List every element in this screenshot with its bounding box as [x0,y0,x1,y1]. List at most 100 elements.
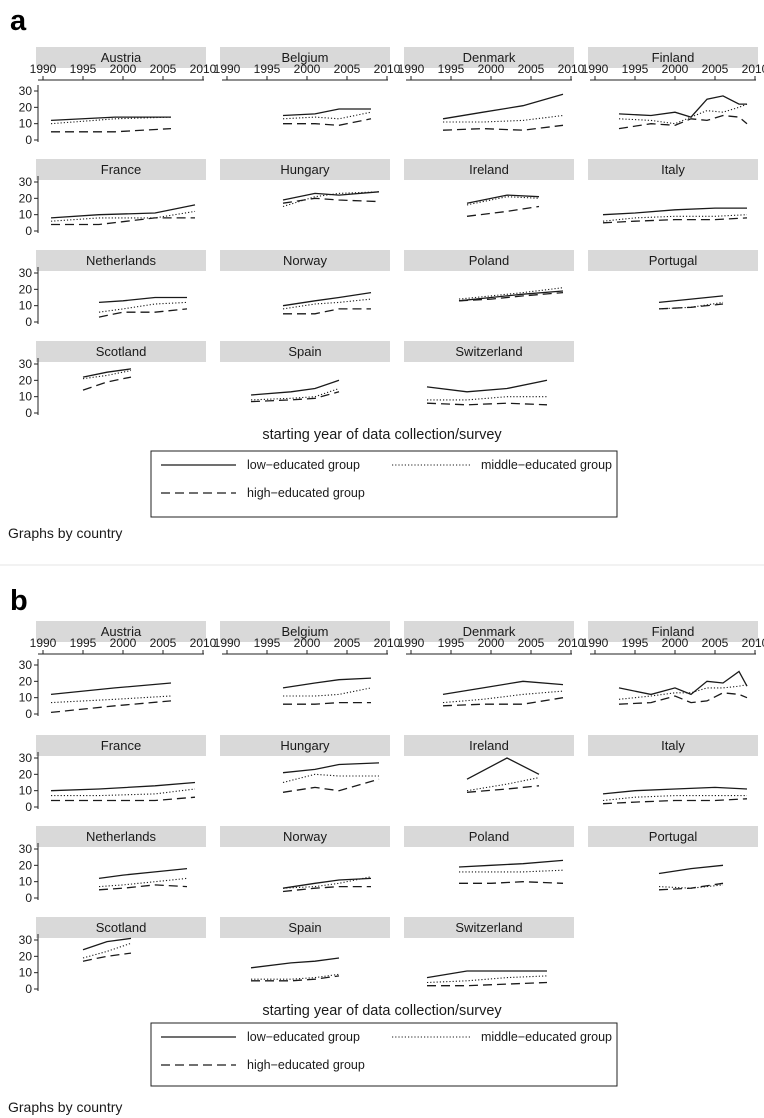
series-low-educated [50,781,196,792]
facet-header [588,826,758,847]
panel-label: b [10,585,28,617]
facet-ireland: Ireland [404,159,574,217]
series-mid-educated [50,695,172,704]
facet-header [36,826,206,847]
series-high-educated [51,217,195,226]
y-tick-label: 20 [19,191,33,205]
series-high-educated [466,785,540,793]
series-low-educated [50,116,171,122]
series-low-educated [658,864,724,875]
facet-italy: Italy [588,735,758,805]
facet-header [220,826,390,847]
facet-netherlands: Netherlands 0 10 20 30 [19,250,206,329]
series-mid-educated [282,111,372,120]
facet-title: Netherlands [86,829,157,844]
facet-title: France [101,162,141,177]
y-tick-label: 20 [19,767,33,781]
series-high-educated [98,308,188,318]
series-high-educated [442,697,564,707]
facet-switzerland: Switzerland [404,917,574,987]
facet-norway: Norway [220,826,390,893]
facet-title: Portugal [649,253,698,268]
facet-header [36,621,206,642]
x-tick-label: 1990 [214,636,241,650]
facet-title: Switzerland [455,920,522,935]
facet-header [404,47,574,68]
facet-france: France 0 10 20 30 [19,735,206,814]
x-tick-label: 1995 [70,636,97,650]
x-tick-label: 1990 [398,62,425,76]
series-high-educated [459,881,564,884]
facet-title: Portugal [649,829,698,844]
x-tick-label: 2000 [478,62,505,76]
facet-norway: Norway [220,250,390,315]
facet-header [404,341,574,362]
facet-denmark: Denmark 1990 1995 2000 2005 2010 [398,621,585,707]
series-low-educated [98,296,187,304]
facet-title: Poland [469,253,509,268]
series-low-educated [426,379,548,393]
y-tick-label: 0 [25,707,32,721]
facet-header [220,917,390,938]
series-high-educated [51,127,172,133]
series-high-educated [283,701,371,705]
facet-title: Finland [652,50,695,65]
facet-title: Italy [661,738,685,753]
facet-portugal: Portugal [588,826,758,891]
y-tick-label: 0 [25,224,32,238]
y-tick-label: 10 [19,208,33,222]
facet-austria: Austria 1990 1995 2000 2005 2010 0 10 20 30 [19,621,217,721]
x-tick-label: 1995 [438,636,465,650]
series-mid-educated [283,687,372,697]
facet-switzerland: Switzerland [404,341,574,406]
series-low-educated [250,957,340,969]
graphs-note: Graphs by country [8,1099,122,1115]
series-high-educated [658,303,724,310]
series-mid-educated [458,287,564,300]
x-tick-label: 2010 [558,636,585,650]
series-low-educated [282,677,372,689]
facet-header [404,250,574,271]
x-tick-label: 1995 [438,62,465,76]
series-high-educated [282,778,380,793]
x-tick-label: 2000 [110,636,137,650]
y-tick-label: 30 [19,658,33,672]
y-tick-label: 20 [19,949,33,963]
facet-title: Norway [283,253,328,268]
series-mid-educated [443,114,564,123]
facet-title: Denmark [463,624,516,639]
series-mid-educated [282,773,379,784]
x-tick-label: 1990 [398,636,425,650]
y-tick-label: 0 [25,891,32,905]
series-mid-educated [426,975,548,984]
facet-header [220,341,390,362]
legend-label-low: low−educated group [247,458,360,472]
series-mid-educated [250,387,340,401]
y-tick-label: 10 [19,966,33,980]
x-tick-label: 2010 [190,62,217,76]
facet-hungary: Hungary [220,159,390,208]
series-low-educated [426,970,547,979]
x-tick-label: 2000 [662,636,689,650]
x-tick-label: 2010 [374,636,401,650]
facet-title: Spain [288,920,321,935]
facet-title: Hungary [280,738,330,753]
x-tick-label: 1990 [214,62,241,76]
series-high-educated [602,217,748,224]
x-axis-title: starting year of data collection/survey [262,1003,502,1019]
facet-poland: Poland [404,826,574,884]
x-tick-label: 1995 [254,636,281,650]
facet-title: Switzerland [455,344,522,359]
series-high-educated [282,885,371,893]
series-low-educated [50,204,196,219]
facet-denmark: Denmark 1990 1995 2000 2005 2010 [398,47,585,131]
x-tick-label: 1995 [254,62,281,76]
series-mid-educated [427,396,547,401]
facet-title: Austria [101,624,142,639]
facet-header [588,159,758,180]
facet-title: Poland [469,829,509,844]
y-tick-label: 0 [25,800,32,814]
series-mid-educated [282,876,372,889]
facet-italy: Italy [588,159,758,224]
